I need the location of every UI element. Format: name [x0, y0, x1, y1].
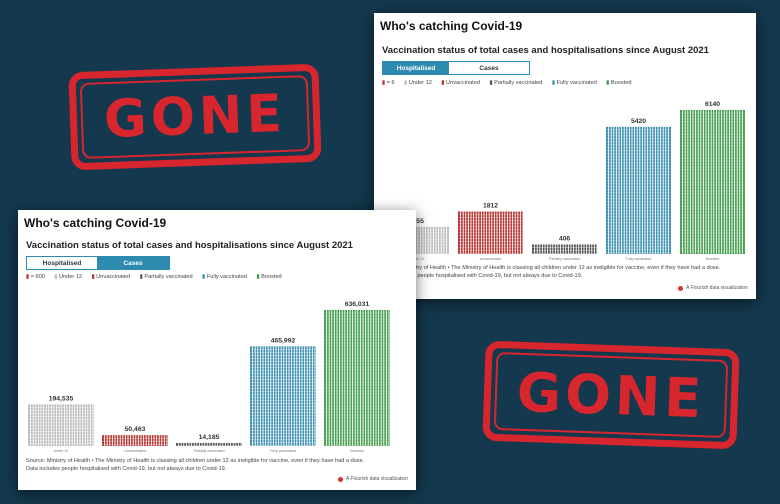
bar-boosted	[680, 110, 745, 254]
legend-item-under12: ▮ Under 12	[404, 80, 432, 86]
source-line: Data includes people hospitalised with C…	[382, 272, 583, 279]
legend-item-partial: ▮ Partially vaccinated	[489, 80, 543, 86]
bar-unvaccinated	[102, 435, 168, 446]
bar-fully-vaccinated	[250, 346, 316, 446]
stamp-inner-border	[79, 75, 311, 159]
bar-fill	[176, 442, 242, 446]
legend-item-fully: ▮ Fully vaccinated	[202, 274, 247, 280]
source-note: Source: Ministry of Health • The Ministr…	[26, 458, 411, 473]
flourish-credit[interactable]: A Flourish data visualization	[338, 476, 408, 482]
chart-card-hospitalised: Who's catching Covid-19 Vaccination stat…	[374, 13, 756, 299]
source-note: Source: Ministry of Health • The Ministr…	[382, 265, 752, 280]
pictogram-bar-chart: 194,535 Under 12 50,463 Unvaccinated 14,185 P…	[28, 301, 390, 453]
bar-fully-vaccinated	[606, 126, 671, 254]
legend-scale: ▮ = 600	[26, 274, 45, 280]
bar-partially-vaccinated	[176, 442, 242, 447]
bar-fill	[532, 244, 597, 254]
chart-subtitle: Vaccination status of total cases and ho…	[382, 45, 709, 56]
source-line: Source: Ministry of Health • The Ministr…	[382, 265, 721, 271]
card-title: Who's catching Covid-19	[24, 216, 167, 230]
chart-card-cases: Who's catching Covid-19 Vaccination stat…	[18, 210, 416, 490]
category-label: Unvaccinated	[124, 449, 146, 453]
flourish-logo-icon	[338, 476, 344, 482]
bar-boosted	[324, 310, 390, 446]
legend-item-boosted: ▮ Boosted	[606, 80, 632, 86]
source-line: Data includes people hospitalised with C…	[26, 465, 227, 472]
tab-hospitalised[interactable]: Hospitalised	[383, 62, 449, 74]
card-title: Who's catching Covid-19	[380, 19, 523, 33]
bar-fill	[324, 310, 390, 446]
tab-cases[interactable]: Cases	[97, 257, 169, 269]
legend-scale: ▮ = 6	[382, 80, 395, 86]
value-label: 406	[559, 235, 571, 242]
value-label: 465,992	[271, 337, 296, 344]
legend-item-partial: ▮ Partially vaccinated	[139, 274, 193, 280]
value-label: 636,031	[345, 301, 370, 308]
category-label: Partially vaccinated	[549, 257, 580, 261]
legend: ▮ = 6 ▮ Under 12 ▮ Unvaccinated ▮ Partia…	[382, 80, 639, 86]
tab-group: Hospitalised Cases	[382, 61, 530, 75]
value-label: 50,463	[125, 426, 146, 433]
legend-item-fully: ▮ Fully vaccinated	[551, 80, 597, 86]
value-label: 14,185	[199, 434, 220, 441]
value-label: 5420	[631, 118, 646, 125]
category-label: Partially vaccinated	[194, 449, 225, 453]
bar-partially-vaccinated	[532, 244, 598, 254]
value-label: 1155	[409, 218, 424, 225]
category-label: Under 12	[54, 449, 69, 453]
category-label: Boosted	[706, 257, 719, 261]
value-label: 6140	[705, 101, 720, 108]
legend-item-boosted: ▮ Boosted	[256, 274, 282, 280]
value-label: 194,535	[49, 395, 74, 402]
bar-unvaccinated	[458, 211, 524, 254]
category-label: Fully vaccinated	[270, 449, 296, 453]
bar-under-12	[28, 404, 94, 446]
stamp-inner-border	[493, 351, 729, 439]
source-line: Source: Ministry of Health • The Ministr…	[26, 458, 365, 464]
tab-hospitalised[interactable]: Hospitalised	[27, 257, 97, 269]
gone-stamp-left: GONE	[68, 63, 322, 171]
category-label: Boosted	[350, 449, 363, 453]
legend-item-under12: ▮ Under 12	[54, 274, 83, 280]
legend: ▮ = 600 ▮ Under 12 ▮ Unvaccinated ▮ Part…	[26, 274, 290, 280]
category-label: Under 12	[409, 257, 424, 261]
flourish-credit[interactable]: A Flourish data visualization	[678, 285, 748, 291]
tab-group: Hospitalised Cases	[26, 256, 170, 270]
legend-item-unvaccinated: ▮ Unvaccinated	[91, 274, 131, 280]
value-label: 1812	[483, 203, 498, 210]
category-label: Unvaccinated	[480, 257, 502, 261]
pictogram-bar-chart: 1155 Under 12 1812 Unvaccinated 406 Partially…	[384, 101, 745, 261]
gone-stamp-right: GONE	[482, 340, 740, 450]
legend-item-unvaccinated: ▮ Unvaccinated	[441, 80, 480, 86]
chart-subtitle: Vaccination status of total cases and ho…	[26, 240, 353, 251]
bar-fill	[102, 435, 168, 446]
category-label: Fully vaccinated	[626, 257, 652, 261]
flourish-logo-icon	[678, 285, 684, 291]
tab-cases[interactable]: Cases	[449, 62, 529, 74]
